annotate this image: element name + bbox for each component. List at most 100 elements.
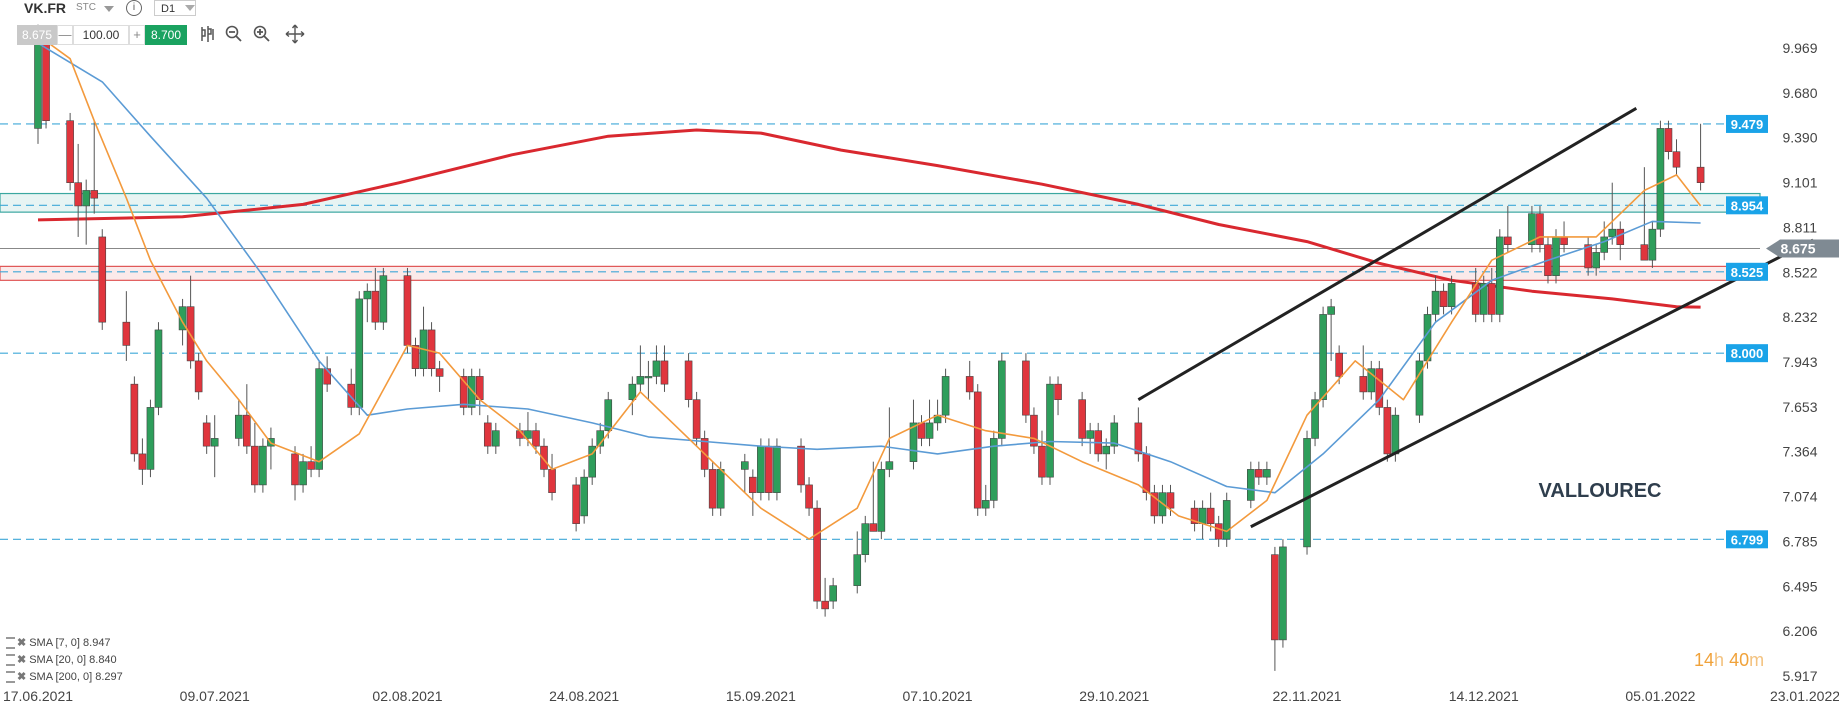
candle-body[interactable] — [1487, 283, 1496, 315]
candle-body[interactable] — [1584, 244, 1592, 269]
quantity-increase-button[interactable]: + — [129, 25, 145, 45]
candle-body[interactable] — [1415, 360, 1424, 416]
candle-body[interactable] — [98, 236, 107, 323]
candle-body[interactable] — [1303, 438, 1311, 548]
candle-body[interactable] — [877, 469, 886, 532]
candle-body[interactable] — [588, 445, 596, 478]
candle-body[interactable] — [981, 500, 990, 509]
candle-body[interactable] — [909, 422, 918, 462]
candle-body[interactable] — [146, 407, 155, 470]
candles[interactable] — [34, 24, 1705, 671]
candle-body[interactable] — [652, 360, 661, 377]
candle-body[interactable] — [1263, 469, 1271, 478]
candle-body[interactable] — [1046, 383, 1054, 478]
candle-body[interactable] — [1592, 252, 1600, 269]
buy-price-button[interactable]: 8.700 — [145, 25, 187, 45]
candle-body[interactable] — [1536, 213, 1544, 245]
candle-body[interactable] — [821, 600, 829, 610]
candle-body[interactable] — [1640, 244, 1649, 261]
symbol-dropdown-icon[interactable] — [104, 6, 114, 12]
candle-body[interactable] — [1279, 546, 1287, 641]
candle-body[interactable] — [1528, 213, 1536, 245]
candle-body[interactable] — [757, 445, 765, 493]
candle-body[interactable] — [130, 383, 139, 455]
candle-body[interactable] — [138, 453, 147, 470]
candle-body[interactable] — [773, 445, 781, 493]
candle-body[interactable] — [1439, 290, 1448, 307]
candle-body[interactable] — [1078, 399, 1086, 439]
menu-icon[interactable] — [6, 654, 15, 667]
menu-icon[interactable] — [6, 671, 15, 684]
candle-body[interactable] — [1190, 507, 1199, 524]
candle-body[interactable] — [234, 414, 243, 439]
candle-body[interactable] — [797, 445, 805, 486]
candle-body[interactable] — [1255, 469, 1263, 478]
candle-body[interactable] — [540, 445, 548, 470]
candle-body[interactable] — [1214, 523, 1223, 540]
candle-body[interactable] — [467, 376, 476, 408]
candle-body[interactable] — [1038, 445, 1046, 478]
candle-body[interactable] — [1166, 492, 1175, 509]
candles-icon[interactable] — [198, 24, 218, 44]
candle-body[interactable] — [154, 329, 163, 408]
candle-body[interactable] — [291, 453, 299, 486]
candle-body[interactable] — [1471, 283, 1480, 315]
candle-body[interactable] — [684, 360, 693, 400]
candle-body[interactable] — [251, 445, 259, 486]
candle-body[interactable] — [299, 461, 307, 486]
candle-body[interactable] — [885, 461, 894, 470]
candle-body[interactable] — [1142, 453, 1151, 493]
candle-body[interactable] — [1206, 507, 1215, 524]
candle-body[interactable] — [363, 290, 372, 300]
candle-body[interactable] — [403, 275, 412, 346]
candle-body[interactable] — [660, 360, 669, 385]
candle-body[interactable] — [532, 430, 540, 447]
candle-body[interactable] — [636, 376, 645, 385]
candle-body[interactable] — [1391, 414, 1400, 455]
sell-price-button[interactable]: 8.675 — [17, 25, 57, 45]
timeframe-dropdown-icon[interactable] — [185, 5, 195, 11]
candle-body[interactable] — [805, 484, 813, 509]
candle-body[interactable] — [66, 120, 74, 183]
candle-body[interactable] — [1271, 554, 1279, 641]
candle-body[interactable] — [435, 368, 444, 377]
candle-body[interactable] — [1616, 228, 1625, 245]
candle-body[interactable] — [925, 422, 934, 439]
candle-body[interactable] — [917, 422, 926, 439]
candle-body[interactable] — [813, 507, 821, 602]
indicator-sma-7[interactable]: ✖ SMA [7, 0] 8.947 — [6, 636, 111, 650]
candle-body[interactable] — [355, 298, 364, 408]
candle-body[interactable] — [1327, 306, 1335, 315]
remove-icon[interactable]: ✖ — [17, 654, 27, 666]
zoom-out-icon[interactable] — [224, 24, 244, 44]
candle-body[interactable] — [548, 469, 556, 493]
candle-body[interactable] — [347, 383, 356, 408]
candle-body[interactable] — [1319, 314, 1327, 400]
candle-body[interactable] — [1479, 283, 1488, 315]
candle-body[interactable] — [1086, 430, 1094, 439]
candle-body[interactable] — [644, 376, 653, 379]
candle-body[interactable] — [989, 438, 998, 501]
channel-trendline[interactable] — [1250, 238, 1814, 529]
candle-body[interactable] — [572, 484, 580, 524]
zoom-in-icon[interactable] — [252, 24, 272, 44]
candle-body[interactable] — [1375, 368, 1384, 408]
candle-body[interactable] — [716, 469, 725, 509]
candle-body[interactable] — [259, 445, 267, 486]
candle-body[interactable] — [1504, 236, 1512, 245]
move-icon[interactable] — [285, 24, 305, 44]
indicator-sma-20[interactable]: ✖ SMA [20, 0] 8.840 — [6, 653, 117, 667]
candle-body[interactable] — [604, 399, 613, 431]
candle-body[interactable] — [1030, 414, 1038, 447]
remove-icon[interactable]: ✖ — [17, 637, 27, 649]
candle-body[interactable] — [1656, 128, 1665, 230]
candle-body[interactable] — [1359, 376, 1368, 393]
candle-body[interactable] — [1198, 507, 1207, 524]
candle-body[interactable] — [379, 275, 388, 323]
candle-body[interactable] — [1664, 128, 1673, 152]
candle-body[interactable] — [371, 290, 380, 323]
candle-body[interactable] — [42, 42, 50, 121]
candle-body[interactable] — [869, 523, 878, 532]
candle-body[interactable] — [202, 422, 211, 447]
candle-body[interactable] — [1247, 469, 1255, 501]
